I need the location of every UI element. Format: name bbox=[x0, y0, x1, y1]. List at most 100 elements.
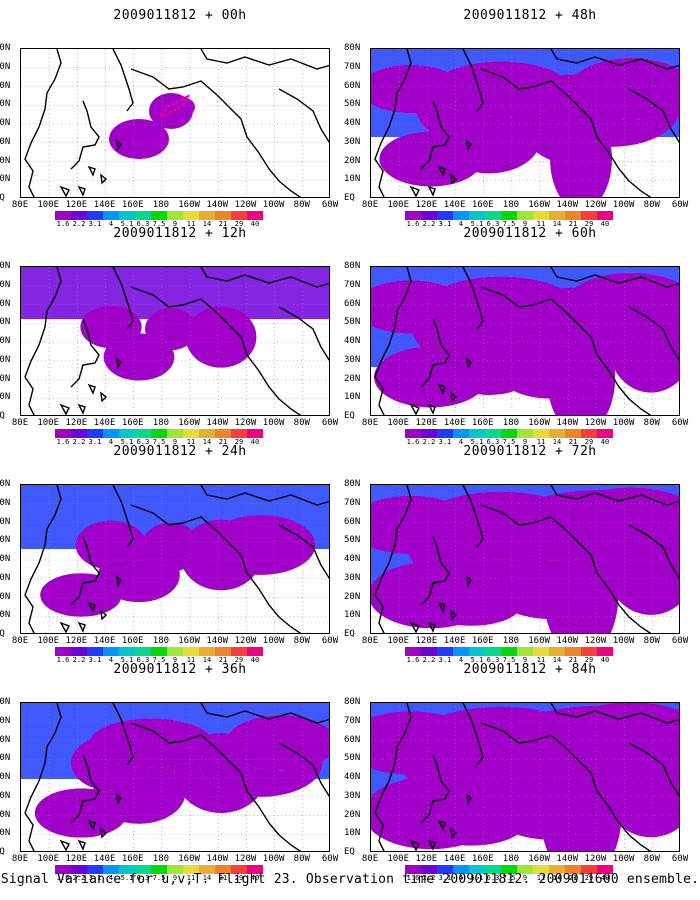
longitude-axis: 80E 100E 120E 140E 160E 180 160W 140W 120W 100W 80… bbox=[10, 418, 340, 430]
colorbar-swatch bbox=[247, 211, 263, 220]
longitude-label: 80E bbox=[11, 418, 29, 428]
colorbar-label: 3.1 bbox=[88, 220, 102, 228]
colorbar-swatch bbox=[501, 429, 517, 438]
longitude-label: 180 bbox=[152, 636, 170, 646]
longitude-label: 140E bbox=[93, 854, 116, 864]
latitude-label: 80N bbox=[0, 43, 11, 53]
colorbar-swatch bbox=[119, 647, 135, 656]
colorbar-swatch bbox=[565, 647, 581, 656]
longitude-label: 140W bbox=[556, 636, 579, 646]
latitude-label: 20N bbox=[0, 373, 11, 384]
colorbar-label: 9 bbox=[522, 874, 528, 882]
colorbar bbox=[55, 429, 263, 438]
colorbar-label: 21 bbox=[568, 220, 578, 228]
latitude-label: 80N bbox=[0, 261, 11, 271]
colorbar-label: 7.5 bbox=[502, 438, 516, 446]
latitude-label: 10N bbox=[344, 610, 361, 621]
colorbar-swatch bbox=[151, 429, 167, 438]
colorbar-label: 9 bbox=[522, 438, 528, 446]
colorbar-label: 40 bbox=[600, 874, 610, 882]
colorbar-swatch bbox=[247, 865, 263, 874]
colorbar-swatch bbox=[199, 211, 215, 220]
colorbar-label: 11 bbox=[536, 220, 546, 228]
colorbar-swatch bbox=[183, 429, 199, 438]
colorbar-swatch bbox=[565, 429, 581, 438]
colorbar-swatch bbox=[199, 647, 215, 656]
latitude-label: 10N bbox=[344, 174, 361, 185]
longitude-label: 140W bbox=[556, 854, 579, 864]
latitude-label: EQ bbox=[0, 411, 5, 421]
longitude-label: 160W bbox=[528, 854, 550, 864]
longitude-label: 180 bbox=[502, 418, 520, 428]
longitude-label: 160W bbox=[528, 418, 550, 428]
latitude-label: 60N bbox=[344, 298, 361, 309]
longitude-label: 180 bbox=[502, 854, 520, 864]
colorbar-swatch bbox=[533, 429, 549, 438]
colorbar-swatch bbox=[437, 647, 453, 656]
colorbar-swatch bbox=[231, 211, 247, 220]
longitude-label: 80W bbox=[293, 636, 310, 646]
longitude-label: 120E bbox=[415, 418, 438, 428]
colorbar-swatch bbox=[119, 429, 135, 438]
colorbar-swatch bbox=[167, 647, 183, 656]
colorbar-swatch bbox=[87, 865, 103, 874]
map-panel: 2009011812 + 48h 80N 70N 60N 50N 40N 30N 20N 10N… bbox=[344, 8, 688, 228]
colorbar-swatch bbox=[437, 865, 453, 874]
colorbar-label: 4 bbox=[108, 220, 114, 228]
colorbar-label: 14 bbox=[202, 656, 212, 664]
colorbar-label: 6.3 bbox=[136, 438, 150, 446]
latitude-label: 40N bbox=[0, 336, 11, 346]
colorbar-swatch bbox=[597, 865, 613, 874]
longitude-label: 80W bbox=[293, 854, 310, 864]
longitude-label: 160E bbox=[471, 418, 494, 428]
colorbar-label: 29 bbox=[584, 438, 594, 446]
colorbar-label: 2.2 bbox=[422, 220, 436, 228]
latitude-label: EQ bbox=[344, 411, 355, 421]
colorbar-swatch bbox=[453, 211, 469, 220]
colorbar-label: 21 bbox=[218, 656, 228, 664]
colorbar bbox=[405, 429, 613, 438]
longitude-label: 120E bbox=[65, 418, 88, 428]
colorbar-label: 3.1 bbox=[438, 220, 452, 228]
latitude-label: 70N bbox=[344, 279, 361, 290]
colorbar-swatch bbox=[469, 865, 485, 874]
colorbar-swatch bbox=[549, 211, 565, 220]
colorbar-label: 11 bbox=[186, 438, 196, 446]
latitude-label: 40N bbox=[0, 554, 11, 564]
colorbar-swatch bbox=[135, 865, 151, 874]
colorbar-swatch bbox=[231, 865, 247, 874]
colorbar-label: 7.5 bbox=[152, 874, 166, 882]
colorbar-label: 21 bbox=[218, 874, 228, 882]
longitude-label: 100E bbox=[37, 418, 60, 428]
colorbar-label: 1.6 bbox=[406, 438, 420, 446]
variance-field bbox=[21, 485, 329, 617]
colorbar-label: 40 bbox=[600, 656, 610, 664]
longitude-label: 160W bbox=[528, 200, 550, 210]
map-panel: 2009011812 + 36h 80N 70N 60N 50N 40N 30N 20N 10N… bbox=[0, 662, 338, 882]
longitude-label: 100W bbox=[612, 854, 635, 864]
latitude-label: 70N bbox=[0, 279, 11, 290]
colorbar-swatch bbox=[581, 647, 597, 656]
latitude-label: 80N bbox=[0, 479, 11, 489]
map-panel: 2009011812 + 72h 80N 70N 60N 50N 40N 30N 20N 10N… bbox=[344, 444, 688, 664]
longitude-label: 140W bbox=[206, 200, 229, 210]
colorbar-swatch bbox=[247, 429, 263, 438]
map-panel: 2009011812 + 84h 80N 70N 60N 50N 40N 30N 20N 10N… bbox=[344, 662, 688, 882]
latitude-label: 20N bbox=[0, 809, 11, 820]
colorbar-label: 5.1 bbox=[470, 438, 484, 446]
longitude-label: 160E bbox=[121, 200, 144, 210]
latitude-label: 20N bbox=[344, 155, 361, 166]
colorbar bbox=[55, 865, 263, 874]
colorbar-label: 3.1 bbox=[88, 874, 102, 882]
longitude-label: 60W bbox=[321, 200, 339, 210]
colorbar-swatch bbox=[87, 429, 103, 438]
colorbar-swatch bbox=[469, 429, 485, 438]
latitude-label: 50N bbox=[0, 99, 11, 110]
longitude-axis: 80E 100E 120E 140E 160E 180 160W 140W 120W 100W 80… bbox=[360, 200, 690, 212]
colorbar-swatch bbox=[199, 429, 215, 438]
latitude-label: 40N bbox=[344, 554, 361, 564]
longitude-label: 160E bbox=[471, 200, 494, 210]
colorbar-label: 29 bbox=[234, 438, 244, 446]
colorbar-label: 5.1 bbox=[120, 220, 134, 228]
colorbar-swatch bbox=[231, 429, 247, 438]
